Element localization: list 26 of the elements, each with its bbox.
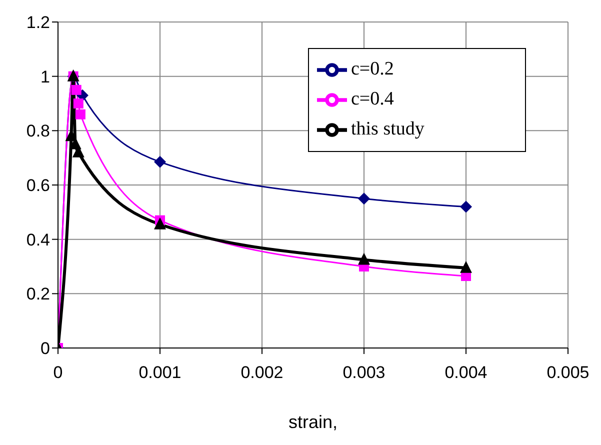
- point: [358, 192, 370, 205]
- x-tick-label: 0.003: [342, 363, 386, 382]
- point: [73, 98, 84, 108]
- point: [154, 217, 166, 230]
- y-tick-label: 1: [40, 67, 50, 86]
- x-tick-label: 0: [53, 363, 63, 382]
- legend-label: c=0.4: [351, 88, 394, 110]
- legend-label: this study: [351, 118, 424, 140]
- y-tick-label: 1.2: [26, 13, 50, 32]
- x-tick-label: 0.002: [240, 363, 284, 382]
- x-tick-label: 0.004: [444, 363, 488, 382]
- y-tick-label: 0.2: [26, 284, 50, 304]
- x-tick-label: 0.005: [546, 363, 590, 382]
- y-tick-label: 0.6: [26, 176, 50, 196]
- y-tick-label: 0.8: [26, 122, 50, 141]
- x-tick-label: 0.001: [138, 363, 182, 382]
- legend-label: c=0.2: [351, 58, 394, 80]
- point: [154, 156, 166, 168]
- y-tick-label: 0.4: [26, 230, 50, 250]
- x-axis-title: strain,: [288, 412, 338, 432]
- point: [71, 84, 82, 95]
- point: [75, 109, 86, 120]
- point: [460, 200, 472, 213]
- y-tick-label: 0: [40, 339, 50, 358]
- point: [358, 252, 370, 265]
- point: [460, 260, 472, 273]
